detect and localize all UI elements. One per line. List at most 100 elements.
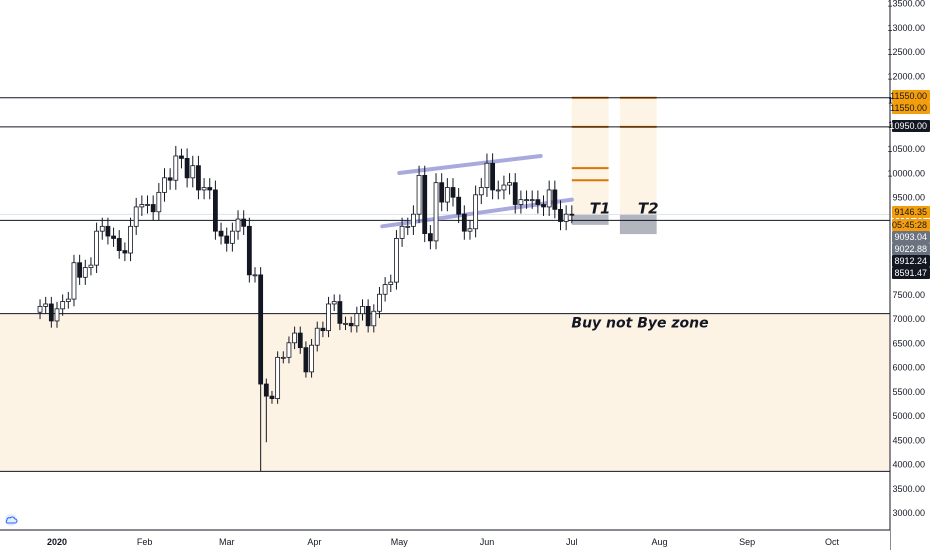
price-label-box xyxy=(892,267,930,279)
candle-body xyxy=(190,165,196,179)
price-label-box xyxy=(892,219,930,231)
y-tick-label: 6500.00 xyxy=(892,338,925,348)
candle-body xyxy=(269,395,275,399)
candle-body xyxy=(179,155,184,159)
candle-body xyxy=(156,191,162,213)
x-tick-label: Aug xyxy=(651,537,667,547)
y-tick-label: 4500.00 xyxy=(892,435,925,445)
candle-body xyxy=(82,267,88,278)
candle-body xyxy=(365,305,371,327)
y-tick-label: 7000.00 xyxy=(892,314,925,324)
candle-body xyxy=(507,182,512,186)
candle-body xyxy=(394,238,399,283)
candle-body xyxy=(309,344,314,373)
candle-body xyxy=(450,187,456,198)
candle-body xyxy=(258,274,264,385)
x-tick-label: Jun xyxy=(480,537,495,547)
candle-body xyxy=(303,347,309,373)
candle-body xyxy=(111,235,116,239)
candle-body xyxy=(399,225,405,239)
candle-body xyxy=(529,199,535,202)
candle-body xyxy=(461,213,467,232)
x-tick-label: May xyxy=(391,537,409,547)
y-tick-label: 12500.00 xyxy=(887,47,925,57)
y-tick-label: 3000.00 xyxy=(892,508,925,518)
buy-zone-label: Buy not Bye zone xyxy=(571,316,708,332)
candle-body xyxy=(326,303,331,332)
candle-body xyxy=(105,225,111,237)
candle-body xyxy=(173,155,179,181)
candle-body xyxy=(116,238,122,251)
candle-body xyxy=(280,356,286,359)
candle-body xyxy=(77,262,83,278)
candle-body xyxy=(241,218,247,227)
candle-body xyxy=(405,225,411,228)
price-label-box xyxy=(892,90,930,102)
candle-body xyxy=(388,281,394,285)
candle-body xyxy=(535,199,541,205)
candle-body xyxy=(331,301,337,305)
candle-body xyxy=(320,327,326,332)
price-label-box xyxy=(892,255,930,267)
buy-zone xyxy=(0,313,890,472)
price-label: 11550.00 xyxy=(890,91,927,101)
y-tick-label: 6000.00 xyxy=(892,363,925,373)
candle-body xyxy=(54,308,60,322)
x-tick-label: 2020 xyxy=(47,537,67,547)
candle-body xyxy=(252,274,258,277)
target-label-2: T2 xyxy=(638,199,659,217)
price-label: 05:45:28 xyxy=(892,220,927,230)
candle-body xyxy=(433,182,439,242)
candle-body xyxy=(524,199,529,202)
target-zone-2 xyxy=(619,97,657,215)
candle-body xyxy=(354,313,360,327)
candle-body xyxy=(60,301,66,310)
candle-body xyxy=(297,332,303,349)
candle-body xyxy=(444,187,450,203)
y-tick-label: 10000.00 xyxy=(887,168,925,178)
candle-body xyxy=(196,165,201,191)
x-tick-label: Feb xyxy=(137,537,153,547)
y-tick-label: 5000.00 xyxy=(892,411,925,421)
candle-body xyxy=(275,356,281,399)
candle-body xyxy=(422,174,428,235)
candle-body xyxy=(546,189,552,208)
price-label-box xyxy=(892,206,930,218)
x-tick-label: Apr xyxy=(307,537,321,547)
candle-body xyxy=(94,230,100,266)
target-zone-1 xyxy=(571,97,609,215)
channel-upper xyxy=(397,153,543,175)
candle-body xyxy=(99,225,105,232)
candle-body xyxy=(229,230,235,244)
candle-body xyxy=(224,235,230,244)
candle-body xyxy=(495,189,501,192)
candle-body xyxy=(360,305,365,315)
y-tick-label: 7500.00 xyxy=(892,290,925,300)
candle-body xyxy=(456,196,462,215)
candle-body xyxy=(37,305,43,313)
candle-body xyxy=(473,194,479,230)
candle-body xyxy=(286,342,292,358)
candle-body xyxy=(427,233,433,242)
price-label: 8591.47 xyxy=(894,268,927,278)
x-tick-label: Sep xyxy=(739,537,755,547)
candle-body xyxy=(541,204,546,208)
price-label: 9022.88 xyxy=(894,244,927,254)
candle-body xyxy=(139,204,145,208)
candle-body xyxy=(552,189,558,210)
candle-body xyxy=(133,206,139,227)
candle-body xyxy=(145,204,150,206)
candle-body xyxy=(382,284,388,295)
candle-body xyxy=(213,189,218,232)
price-label-box xyxy=(892,231,930,243)
candle-body xyxy=(201,187,207,191)
price-label: 10950.00 xyxy=(889,121,927,131)
candle-body xyxy=(467,228,473,232)
candle-body xyxy=(122,250,128,254)
stop-zone-1 xyxy=(571,214,609,225)
price-label-box xyxy=(892,102,930,114)
y-tick-label: 13000.00 xyxy=(887,23,925,33)
candle-body xyxy=(416,174,422,215)
price-label-box xyxy=(892,120,930,132)
